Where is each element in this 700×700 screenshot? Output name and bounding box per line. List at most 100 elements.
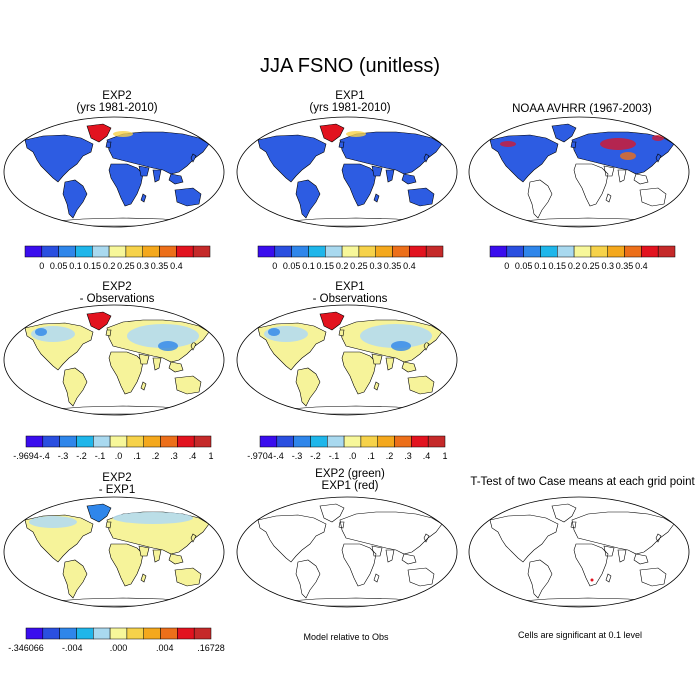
globe-outline [236,116,458,228]
colorbar-tick-label: 0.35 [616,261,634,271]
note-cells-significant: Cells are significant at 0.1 level [517,630,643,640]
continent-japan [423,341,430,351]
continent-india [385,549,395,563]
globe-outline [468,116,690,228]
continent-africa [341,543,377,587]
colorbar-swatch [607,245,625,258]
colorbar-swatch [142,245,160,258]
panel-title-line2: (yrs 1981-2010) [76,102,158,114]
panel-title-exp1-obs: EXP1 - Observations [240,281,460,305]
continent-arabia [138,353,150,365]
continent-greenland [319,311,345,331]
colorbar-swatch [126,435,144,448]
colorbar-swatch [160,627,178,640]
continent-seAsia [401,361,417,373]
colorbar-tick-label: 0.25 [582,261,600,271]
colorbar-swatch [193,435,212,448]
panel-title-line1: EXP2 (green) [315,468,385,480]
colorbar-tick-label: .16728 [197,643,225,653]
continent-arabia [603,545,615,557]
colorbar-swatch [377,435,395,448]
panel-title-line2: - Observations [312,293,388,305]
continent-japan [655,533,662,543]
continent-arabia [138,165,150,177]
panel-title-exp2: EXP2 (yrs 1981-2010) [7,90,227,114]
map-exp2-exp1 [3,496,225,608]
continent-australia [407,375,435,395]
colorbar-swatch [24,245,43,258]
colorbar-tick-label: -.4 [39,451,50,461]
continent-australia [639,567,667,587]
continent-seAsia [401,553,417,565]
colorbar-swatch [93,627,111,640]
continent-uk [570,521,577,529]
continent-eurasia [106,131,210,175]
colorbar-swatch [310,435,328,448]
colorbar-tick-label: 0.15 [84,261,102,271]
continent-australia [174,567,202,587]
continent-africa [108,163,144,207]
map-exp2 [3,116,225,228]
continent-madagascar [140,381,147,391]
continent-arabia [371,353,383,365]
colorbar-swatch [177,435,195,448]
colorbar-tick-label: -.2 [310,451,321,461]
colorbar-swatch [41,245,59,258]
continent-madagascar [140,193,147,203]
colorbar-swatch [76,627,94,640]
colorbar-swatch [192,245,211,258]
colorbar-tick-label: -.4 [273,451,284,461]
colorbar-tick-label: 0 [504,261,509,271]
colorbar-swatch [109,627,128,640]
colorbar-swatch [506,245,524,258]
colorbar-tick-label: 0.1 [69,261,82,271]
colorbar-tick-label: 0 [272,261,277,271]
continent-southAmerica [62,559,88,599]
colorbar-tick-label: -.1 [95,451,106,461]
colorbar-tick-label: 0.2 [568,261,581,271]
continent-seAsia [401,173,417,185]
colorbar-exp2-obs: -.9694 -.4 -.3 -.2 -.1 .0 .1 .2 .3 .4 1 [13,435,214,461]
continent-uk [338,329,345,337]
colorbar-tick-label: .3 [170,451,178,461]
continent-southAmerica [527,559,553,599]
continent-uk [338,521,345,529]
globe-outline [3,496,225,608]
continent-india [617,549,627,563]
continent-greenland [319,123,345,143]
continent-australia [407,187,435,207]
continent-india [152,169,162,183]
continent-greenland [551,503,577,523]
panel-title-ttest: T-Test of two Case means at each grid po… [465,476,700,488]
colorbar-swatch [160,435,178,448]
continent-africa [573,543,609,587]
panel-title-line1: EXP1 [335,90,365,102]
colorbar-tick-label: 1 [442,451,447,461]
colorbar-swatch [42,627,60,640]
continent-greenland [319,503,345,523]
colorbar-tick-label: 0.4 [403,261,416,271]
continent-japan [190,341,197,351]
colorbar-swatch [92,245,110,258]
panel-title-line1: EXP2 [102,472,132,484]
colorbar-tick-label: .000 [110,643,128,653]
colorbar-swatch [257,245,276,258]
continent-japan [190,533,197,543]
colorbar-tick-label: 0.2 [103,261,116,271]
continent-madagascar [373,193,380,203]
colorbar-swatch [624,245,642,258]
continent-madagascar [140,573,147,583]
colorbar-tick-label: -.2 [76,451,87,461]
continent-japan [423,153,430,163]
continent-arabia [371,545,383,557]
panel-title-line1: NOAA AVHRR (1967-2003) [512,103,652,115]
colorbar-tick-label: 0.05 [515,261,533,271]
colorbar-tick-label: 0.35 [384,261,402,271]
continent-northAmerica [24,134,94,183]
colorbar-swatch [411,435,429,448]
note-model-relative: Model relative to Obs [303,632,389,642]
colorbar-tick-label: .4 [189,451,197,461]
colorbar-tick-label: .1 [133,451,141,461]
map-exp1-obs [236,304,458,416]
colorbar-swatch [375,245,393,258]
